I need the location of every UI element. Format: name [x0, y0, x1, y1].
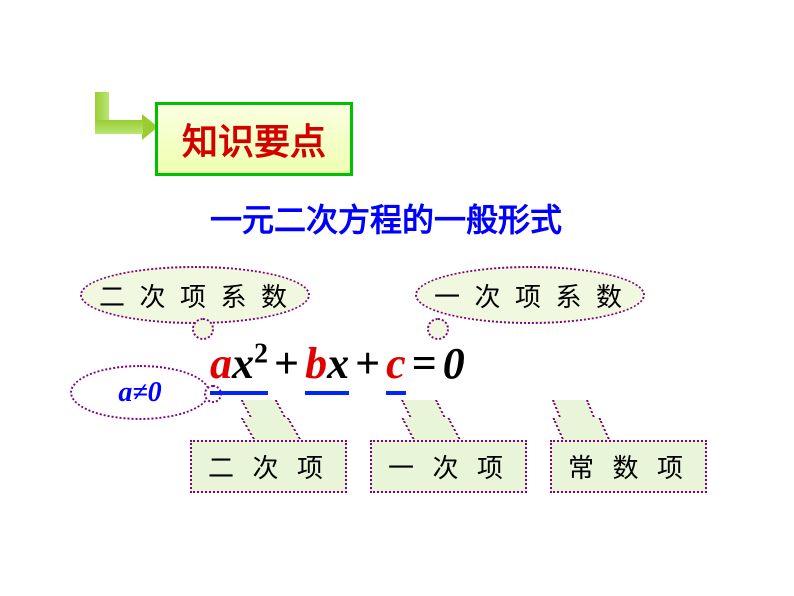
title-box: 知识要点 — [155, 102, 353, 176]
bubble-linear-coef-text: 一 次 项 系 数 — [434, 277, 626, 314]
constraint-text: a≠0 — [118, 377, 161, 409]
arrow-indicator — [95, 92, 150, 140]
bubble-quadratic-coef: 二 次 项 系 数 — [80, 266, 310, 324]
var-x2: x — [232, 339, 254, 388]
callout-stem-3a — [552, 400, 596, 420]
term-constant: c — [386, 338, 406, 395]
coef-a: a — [210, 339, 232, 388]
label-linear-term: 一 次 项 — [370, 440, 527, 493]
label-constant-text: 常 数 项 — [568, 454, 689, 483]
constraint-bubble: a≠0 — [70, 365, 210, 420]
op-eq: = — [412, 339, 437, 388]
label-quadratic-text: 二 次 项 — [208, 454, 329, 483]
callout-stem-2a — [401, 400, 447, 420]
label-quadratic-term: 二 次 项 — [190, 440, 347, 493]
coef-c: c — [386, 339, 406, 388]
var-x: x — [327, 339, 349, 388]
title-text: 知识要点 — [182, 121, 326, 162]
callout-stem-1a — [241, 400, 288, 420]
label-constant-term: 常 数 项 — [550, 440, 707, 493]
op-plus-2: + — [355, 339, 380, 388]
term-quadratic: ax2 — [210, 338, 268, 395]
rhs-zero: 0 — [443, 339, 465, 388]
power-2: 2 — [254, 338, 268, 369]
equation: ax2+bx+c=0 — [210, 338, 465, 395]
op-plus-1: + — [274, 339, 299, 388]
bubble-quadratic-coef-text: 二 次 项 系 数 — [99, 277, 291, 314]
bubble-linear-coef: 一 次 项 系 数 — [415, 266, 645, 324]
coef-b: b — [305, 339, 327, 388]
label-linear-text: 一 次 项 — [388, 454, 509, 483]
subtitle-text: 一元二次方程的一般形式 — [210, 195, 562, 241]
term-linear: bx — [305, 338, 349, 395]
